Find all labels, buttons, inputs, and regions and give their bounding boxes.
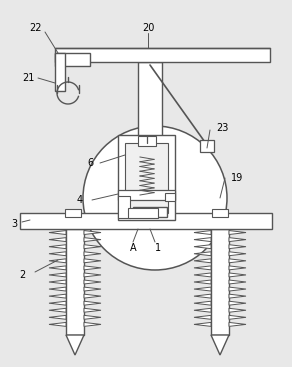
Bar (118, 190, 175, 200)
Circle shape (83, 126, 227, 270)
Text: A: A (130, 243, 136, 253)
Polygon shape (49, 245, 66, 249)
Polygon shape (229, 273, 246, 277)
Polygon shape (194, 315, 211, 319)
Text: 6: 6 (87, 158, 93, 168)
Polygon shape (211, 335, 229, 355)
Polygon shape (229, 266, 246, 270)
Bar (211, 229, 229, 335)
Polygon shape (194, 301, 211, 305)
Polygon shape (229, 252, 246, 256)
Polygon shape (49, 230, 66, 235)
Polygon shape (194, 280, 211, 284)
Polygon shape (229, 280, 246, 284)
Polygon shape (194, 273, 211, 277)
Polygon shape (194, 252, 211, 256)
Text: 23: 23 (216, 123, 228, 133)
Polygon shape (84, 266, 101, 270)
Bar (118, 135, 175, 220)
Polygon shape (84, 280, 101, 284)
Bar (138, 62, 162, 215)
Polygon shape (229, 259, 246, 263)
Polygon shape (49, 273, 66, 277)
Polygon shape (84, 308, 101, 312)
Polygon shape (229, 287, 246, 291)
Polygon shape (84, 294, 101, 298)
Text: 3: 3 (11, 219, 17, 229)
Polygon shape (194, 323, 211, 326)
Polygon shape (194, 237, 211, 241)
Bar (55, 48, 270, 62)
Bar (212, 209, 228, 217)
Bar (128, 208, 158, 218)
Polygon shape (49, 323, 66, 326)
Bar (133, 207, 167, 217)
Text: 2: 2 (19, 270, 25, 280)
Polygon shape (229, 294, 246, 298)
Bar (65, 209, 81, 217)
Bar (66, 229, 84, 335)
Polygon shape (194, 266, 211, 270)
Polygon shape (84, 245, 101, 249)
Polygon shape (49, 294, 66, 298)
Polygon shape (84, 301, 101, 305)
Polygon shape (194, 245, 211, 249)
Text: 19: 19 (231, 173, 243, 183)
Bar (55, 53, 65, 91)
Bar (20, 213, 272, 229)
Polygon shape (49, 315, 66, 319)
Polygon shape (194, 294, 211, 298)
Polygon shape (49, 280, 66, 284)
Polygon shape (229, 245, 246, 249)
Text: 21: 21 (22, 73, 34, 83)
Polygon shape (229, 308, 246, 312)
Polygon shape (49, 301, 66, 305)
Polygon shape (229, 301, 246, 305)
Polygon shape (49, 252, 66, 256)
Bar (138, 136, 156, 146)
Bar (118, 196, 130, 218)
Bar (200, 140, 214, 152)
Polygon shape (49, 259, 66, 263)
Bar (165, 193, 175, 201)
Polygon shape (84, 323, 101, 326)
Text: 22: 22 (29, 23, 41, 33)
Polygon shape (194, 230, 211, 235)
Polygon shape (49, 287, 66, 291)
Bar (125, 143, 168, 213)
Polygon shape (229, 237, 246, 241)
Polygon shape (194, 287, 211, 291)
Polygon shape (49, 237, 66, 241)
Polygon shape (229, 230, 246, 235)
Polygon shape (84, 259, 101, 263)
Polygon shape (84, 273, 101, 277)
Polygon shape (84, 252, 101, 256)
Text: 4: 4 (77, 195, 83, 205)
Polygon shape (49, 266, 66, 270)
Polygon shape (194, 259, 211, 263)
Text: 20: 20 (142, 23, 154, 33)
Polygon shape (84, 287, 101, 291)
Polygon shape (84, 230, 101, 235)
Polygon shape (49, 308, 66, 312)
Polygon shape (84, 315, 101, 319)
Polygon shape (66, 335, 84, 355)
Polygon shape (229, 323, 246, 326)
Polygon shape (229, 315, 246, 319)
Bar (55, 53, 90, 66)
Text: 1: 1 (155, 243, 161, 253)
Polygon shape (194, 308, 211, 312)
Polygon shape (84, 237, 101, 241)
